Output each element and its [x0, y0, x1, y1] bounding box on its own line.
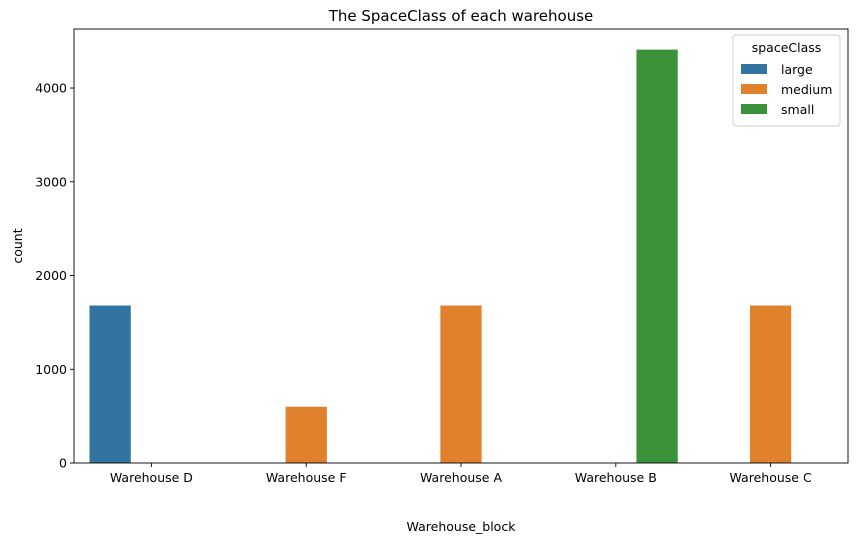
chart-title: The SpaceClass of each warehouse	[328, 7, 594, 25]
legend: spaceClass large medium small	[732, 34, 841, 127]
x-tick-label: Warehouse F	[266, 470, 347, 485]
y-tick-label: 0	[59, 456, 67, 471]
y-tick-label: 1000	[35, 362, 67, 377]
legend-label-small: small	[781, 102, 814, 117]
bar-medium-warehouse-f	[285, 406, 327, 463]
y-tick-label: 4000	[35, 81, 67, 96]
x-axis-title: Warehouse_block	[407, 519, 517, 534]
bar-large-warehouse-d	[89, 305, 131, 463]
legend-label-medium: medium	[781, 82, 832, 97]
y-tick-label: 3000	[35, 174, 67, 189]
legend-swatch-small	[741, 104, 767, 114]
bar-medium-warehouse-a	[440, 305, 482, 463]
y-axis: 0 1000 2000 3000 4000	[35, 81, 74, 471]
bar-small-warehouse-b	[636, 49, 678, 463]
legend-box	[732, 34, 841, 127]
x-tick-label: Warehouse C	[730, 470, 812, 485]
y-tick-label: 2000	[35, 268, 67, 283]
legend-swatch-medium	[741, 84, 767, 94]
x-tick-label: Warehouse D	[110, 470, 193, 485]
y-axis-title: count	[10, 228, 25, 263]
legend-swatch-large	[741, 64, 767, 74]
legend-title: spaceClass	[752, 40, 822, 55]
x-tick-label: Warehouse A	[420, 470, 502, 485]
bar-medium-warehouse-c	[749, 305, 792, 463]
legend-label-large: large	[781, 62, 813, 77]
x-axis: Warehouse D Warehouse F Warehouse A Warehou…	[110, 463, 812, 485]
bars-group	[89, 49, 792, 463]
x-tick-label: Warehouse B	[575, 470, 657, 485]
